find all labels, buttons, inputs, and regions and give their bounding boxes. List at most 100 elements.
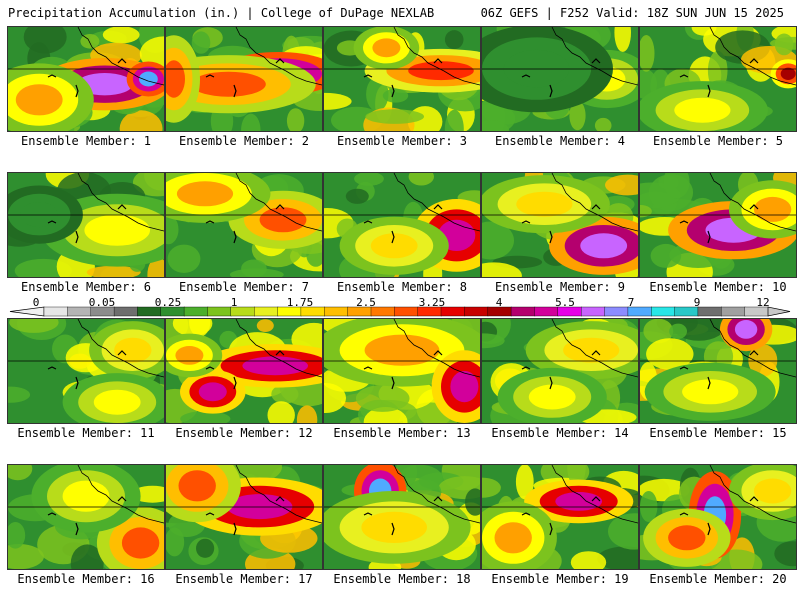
precip-patch bbox=[267, 401, 295, 423]
terrain-outline bbox=[363, 350, 443, 390]
colorbar-swatch bbox=[721, 306, 746, 317]
ensemble-member-label: Ensemble Member: 17 bbox=[175, 572, 313, 586]
ensemble-member-label: Ensemble Member: 9 bbox=[494, 280, 626, 294]
terrain-outline bbox=[47, 204, 127, 244]
ensemble-member-label: Ensemble Member: 5 bbox=[652, 134, 784, 148]
coastline bbox=[235, 27, 322, 86]
precip-patch bbox=[23, 27, 67, 54]
precip-max bbox=[753, 196, 792, 222]
ensemble-member-label: Ensemble Member: 13 bbox=[333, 426, 471, 440]
precip-max bbox=[121, 527, 160, 559]
precip-patch bbox=[271, 384, 299, 404]
colorbar-tick-label: 3.25 bbox=[418, 296, 446, 309]
precip-max bbox=[259, 207, 307, 233]
precip-max bbox=[555, 492, 603, 511]
precip-patch bbox=[196, 538, 215, 558]
precip-max bbox=[178, 470, 216, 502]
terrain-outline bbox=[521, 58, 601, 98]
coastline bbox=[235, 173, 322, 232]
precip-patch bbox=[482, 477, 501, 498]
coastline bbox=[77, 173, 164, 232]
ensemble-panel bbox=[323, 26, 481, 132]
precip-patch bbox=[191, 31, 211, 54]
precip-max bbox=[93, 389, 141, 415]
ensemble-member-label: Ensemble Member: 12 bbox=[175, 426, 313, 440]
colorbar-swatch bbox=[324, 306, 349, 317]
ensemble-panel bbox=[481, 464, 639, 570]
run-valid-info: 06Z GEFS | F252 Valid: 18Z SUN JUN 15 20… bbox=[480, 6, 784, 20]
colorbar-tick-label: 2.5 bbox=[356, 296, 376, 309]
ensemble-panel bbox=[323, 318, 481, 424]
colorbar-tick-label: 9 bbox=[693, 296, 701, 309]
precip-patch bbox=[614, 27, 631, 52]
colorbar-tick-label: 0 bbox=[32, 296, 40, 309]
ensemble-panel bbox=[323, 172, 481, 278]
ensemble-member-label: Ensemble Member: 20 bbox=[649, 572, 787, 586]
ensemble-panel bbox=[639, 464, 797, 570]
colorbar-swatch bbox=[253, 306, 279, 317]
precip-max bbox=[370, 233, 418, 259]
precip-patch bbox=[515, 465, 534, 500]
coastline bbox=[551, 27, 638, 86]
precip-patch bbox=[324, 383, 346, 413]
ensemble-member-label: Ensemble Member: 8 bbox=[336, 280, 468, 294]
precip-patch bbox=[608, 513, 638, 550]
precip-max bbox=[62, 480, 110, 512]
ensemble-panel bbox=[7, 172, 165, 278]
precip-map bbox=[481, 172, 639, 278]
terrain-outline bbox=[363, 204, 443, 244]
precip-map bbox=[7, 172, 165, 278]
coastline bbox=[709, 173, 796, 232]
ensemble-member-label: Ensemble Member: 6 bbox=[20, 280, 152, 294]
precip-patch bbox=[570, 551, 607, 569]
colorbar-swatch bbox=[464, 306, 489, 317]
terrain-outline bbox=[47, 350, 127, 390]
ensemble-panel bbox=[7, 318, 165, 424]
coastline bbox=[393, 27, 480, 86]
precip-map bbox=[165, 172, 323, 278]
precip-patch bbox=[663, 173, 690, 199]
colorbar-tick-label: 1 bbox=[230, 296, 238, 309]
ensemble-member-label: Ensemble Member: 19 bbox=[491, 572, 629, 586]
precip-patch bbox=[365, 109, 424, 124]
ensemble-panel bbox=[7, 464, 165, 570]
terrain-outline bbox=[363, 58, 443, 98]
precip-map bbox=[639, 318, 797, 424]
terrain-outline bbox=[363, 496, 443, 536]
terrain-outline bbox=[679, 204, 759, 244]
precip-max bbox=[494, 522, 532, 554]
colorbar-tick-label: 0.25 bbox=[154, 296, 182, 309]
precip-patch bbox=[70, 544, 104, 569]
ensemble-member-label: Ensemble Member: 10 bbox=[649, 280, 787, 294]
precip-patch bbox=[9, 319, 59, 333]
precip-patch bbox=[774, 541, 796, 567]
colorbar-swatch bbox=[113, 306, 139, 317]
ensemble-member-label: Ensemble Member: 11 bbox=[17, 426, 155, 440]
terrain-outline bbox=[679, 58, 759, 98]
ensemble-panel bbox=[481, 318, 639, 424]
ensemble-panel bbox=[639, 318, 797, 424]
precip-max bbox=[682, 379, 739, 405]
coastline bbox=[235, 319, 322, 378]
colorbar-swatch bbox=[207, 306, 232, 317]
precip-max bbox=[674, 97, 731, 123]
coastline bbox=[709, 27, 796, 86]
precip-patch bbox=[640, 491, 658, 522]
precip-patch bbox=[256, 319, 274, 332]
precip-patch bbox=[640, 205, 652, 218]
terrain-outline bbox=[205, 204, 285, 244]
precip-patch bbox=[102, 27, 140, 44]
precip-patch bbox=[8, 386, 31, 403]
precip-patch bbox=[8, 465, 33, 481]
precip-max bbox=[450, 371, 479, 403]
precip-max bbox=[242, 356, 308, 376]
coastline bbox=[551, 173, 638, 232]
precip-map bbox=[481, 464, 639, 570]
precip-max bbox=[753, 478, 792, 504]
colorbar-tick-label: 4 bbox=[495, 296, 503, 309]
colorbar-swatch bbox=[651, 306, 676, 317]
precip-map bbox=[481, 26, 639, 132]
precip-patch bbox=[444, 109, 464, 131]
precip-patch bbox=[774, 33, 794, 56]
ensemble-panel bbox=[323, 464, 481, 570]
